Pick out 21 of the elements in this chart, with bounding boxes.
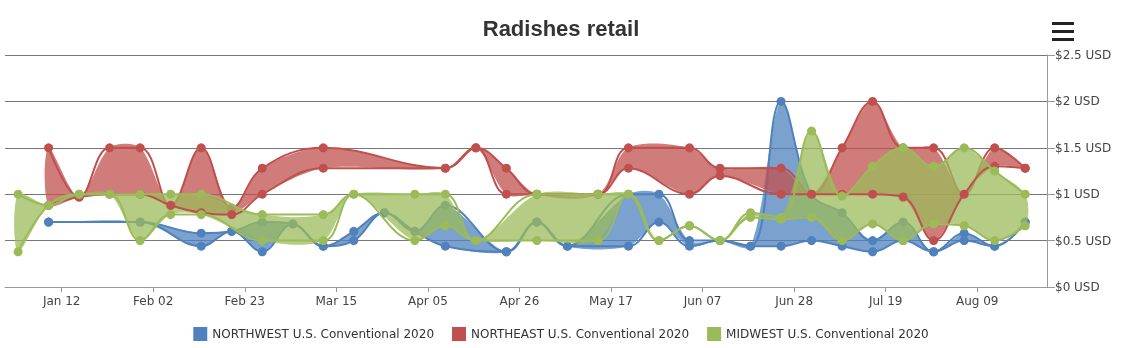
x-tick-label: Jul 19: [867, 294, 903, 308]
x-tick-label: Feb 23: [224, 294, 265, 308]
y-tick-label: $0.5 USD: [1055, 233, 1112, 248]
x-tick-label: Aug 09: [955, 294, 999, 308]
y-tick-label: $2 USD: [1055, 94, 1100, 109]
legend-label: NORTHWEST U.S. Conventional 2020: [212, 327, 435, 341]
x-tick-label: Feb 02: [133, 294, 174, 308]
y-tick-label: $0 USD: [1055, 280, 1100, 294]
x-tick-label: Apr 26: [499, 294, 540, 308]
x-tick-label: Jan 12: [41, 294, 81, 308]
legend-label: MIDWEST U.S. Conventional 2020: [726, 327, 929, 341]
legend-label: NORTHEAST U.S. Conventional 2020: [471, 327, 690, 341]
x-tick-label: Mar 15: [315, 294, 358, 308]
y-tick-label: $1 USD: [1055, 187, 1100, 202]
x-tick-label: Jun 28: [774, 294, 814, 308]
x-tick-label: Apr 05: [407, 294, 448, 308]
x-tick-label: May 17: [589, 294, 633, 308]
y-tick-label: $2.5 USD: [1055, 48, 1112, 62]
x-tick-label: Jun 07: [682, 294, 722, 308]
chart-title: Radishes retail: [482, 15, 640, 41]
y-tick-label: $1.5 USD: [1055, 140, 1112, 155]
